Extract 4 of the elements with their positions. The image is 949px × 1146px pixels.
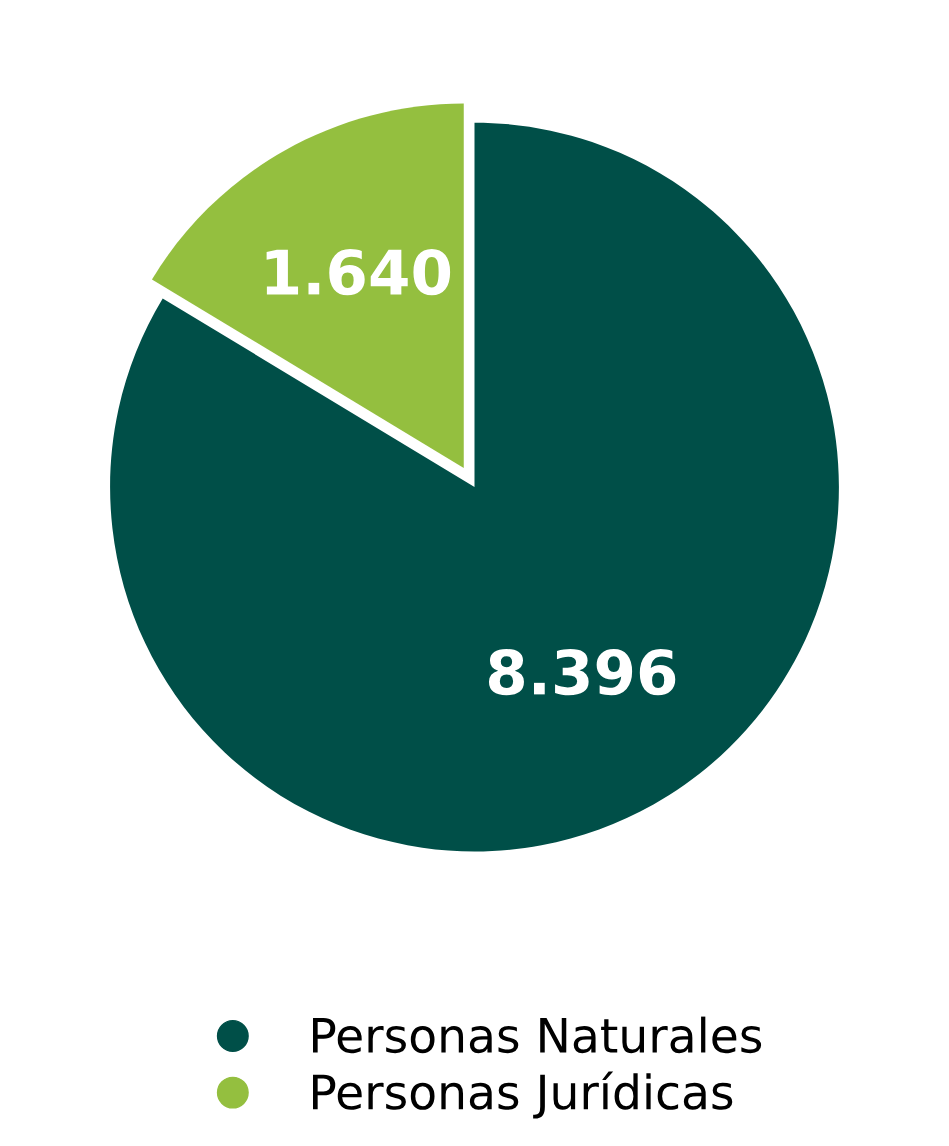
data-label: 8.396 — [488, 649, 676, 696]
data-label: 1.640 — [266, 249, 451, 296]
legend-label: Personas Naturales — [313, 1016, 762, 1054]
legend-label: Personas Jurídicas — [313, 1071, 733, 1119]
